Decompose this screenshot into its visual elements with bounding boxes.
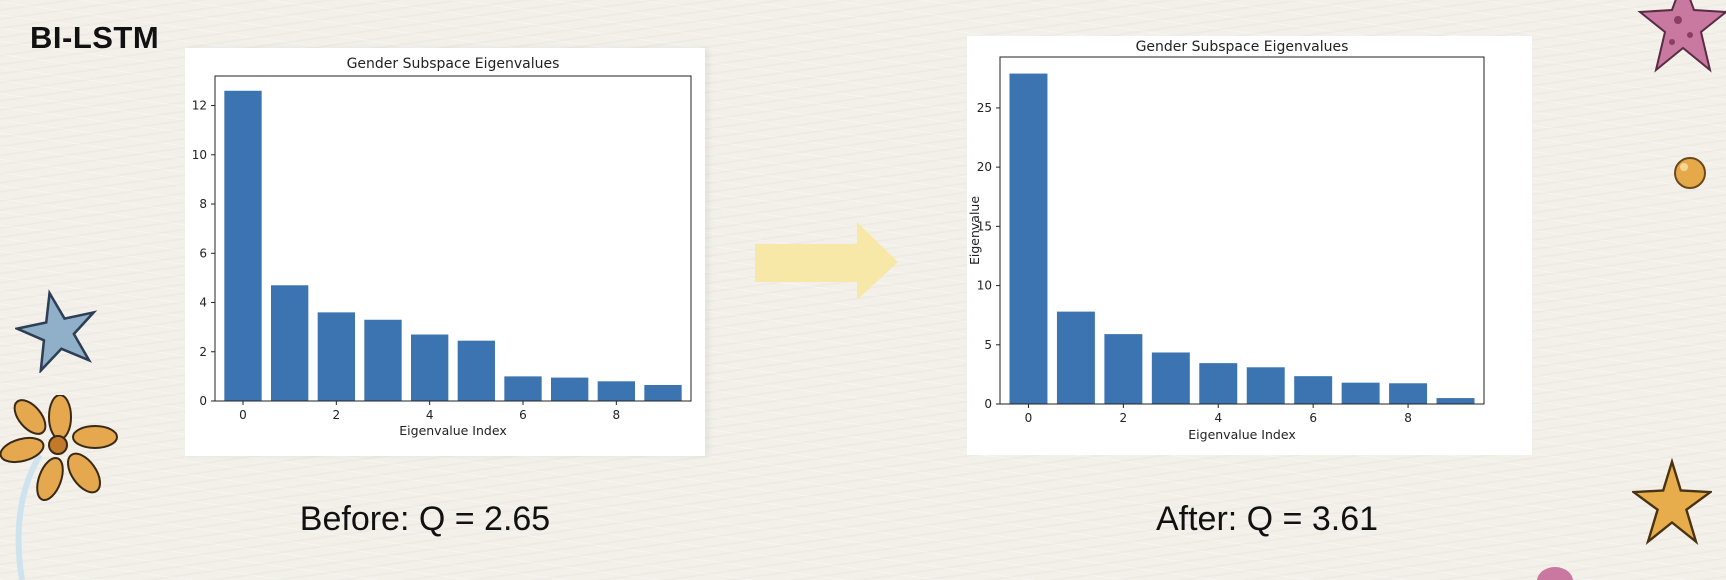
y-tick-label: 25	[977, 101, 992, 115]
bar-4	[1199, 363, 1238, 404]
bar-6	[504, 376, 542, 401]
x-axis-label: Eigenvalue Index	[1188, 427, 1295, 442]
orange-dot-icon	[1674, 157, 1706, 189]
bar-0	[1009, 73, 1048, 404]
flower-icon	[0, 395, 118, 580]
bar-2	[1104, 334, 1143, 404]
chart-before-panel: Gender Subspace Eigenvalues 0 2 4 6 8 0 2 4 6 8 10 1…	[185, 48, 705, 456]
bar-4	[411, 334, 449, 401]
plot-frame	[999, 56, 1485, 405]
x-tick-label: 8	[613, 408, 621, 422]
blue-star-icon	[15, 289, 98, 373]
caption-after: After: Q = 3.61	[1155, 500, 1379, 538]
x-axis-label: Eigenvalue Index	[399, 423, 506, 438]
bar-1	[271, 285, 309, 401]
chart-after: Gender Subspace Eigenvalues 0 2 4 6 8 0 5 10 15 20…	[967, 39, 1485, 442]
pink-star-icon	[1637, 0, 1726, 73]
caption-before: Before: Q = 2.65	[299, 500, 551, 538]
x-tick-label: 6	[519, 408, 527, 422]
bar-3	[364, 319, 402, 401]
y-tick-label: 20	[977, 160, 992, 174]
bar-3	[1151, 352, 1190, 404]
chart-title: Gender Subspace Eigenvalues	[1136, 39, 1349, 55]
bar-9	[1436, 398, 1475, 404]
x-tick-label: 2	[1120, 411, 1128, 425]
y-tick-label: 0	[199, 394, 207, 408]
chart-after-panel: Gender Subspace Eigenvalues 0 2 4 6 8 0 5 10 15 20…	[967, 36, 1532, 455]
pink-blob-icon	[1537, 567, 1573, 580]
y-tick-label: 5	[984, 338, 992, 352]
bar-9	[644, 384, 682, 401]
y-tick-label: 12	[192, 99, 207, 113]
x-tick-label: 0	[1025, 411, 1033, 425]
y-tick-label: 2	[199, 345, 207, 359]
bar-0	[224, 90, 262, 401]
bar-8	[597, 381, 635, 401]
y-tick-label: 4	[199, 296, 207, 310]
plot-frame	[214, 75, 692, 402]
chart-before: Gender Subspace Eigenvalues 0 2 4 6 8 0 2 4 6 8 10 1…	[192, 56, 692, 438]
bar-7	[551, 377, 589, 401]
x-tick-label: 2	[333, 408, 341, 422]
bar-6	[1294, 376, 1333, 404]
y-axis-label: Eigenvalue	[967, 196, 982, 265]
bar-5	[1246, 367, 1285, 404]
bar-1	[1056, 311, 1095, 404]
x-tick-label: 8	[1404, 411, 1412, 425]
y-tick-label: 8	[199, 197, 207, 211]
chart-title: Gender Subspace Eigenvalues	[347, 56, 560, 72]
bar-5	[457, 340, 495, 401]
y-tick-label: 0	[984, 397, 992, 411]
x-tick-label: 0	[239, 408, 247, 422]
right-arrow-icon	[755, 222, 898, 300]
gold-star-icon	[1632, 457, 1712, 546]
x-tick-label: 4	[426, 408, 434, 422]
x-tick-label: 4	[1214, 411, 1222, 425]
y-tick-label: 6	[199, 246, 207, 260]
y-tick-label: 10	[192, 148, 207, 162]
x-tick-label: 6	[1309, 411, 1317, 425]
bar-8	[1389, 383, 1428, 404]
y-tick-label: 10	[977, 279, 992, 293]
bar-2	[317, 312, 355, 401]
bar-7	[1341, 382, 1380, 404]
slide-title: BI-LSTM	[30, 20, 160, 55]
y-tick-label: 15	[977, 219, 992, 233]
